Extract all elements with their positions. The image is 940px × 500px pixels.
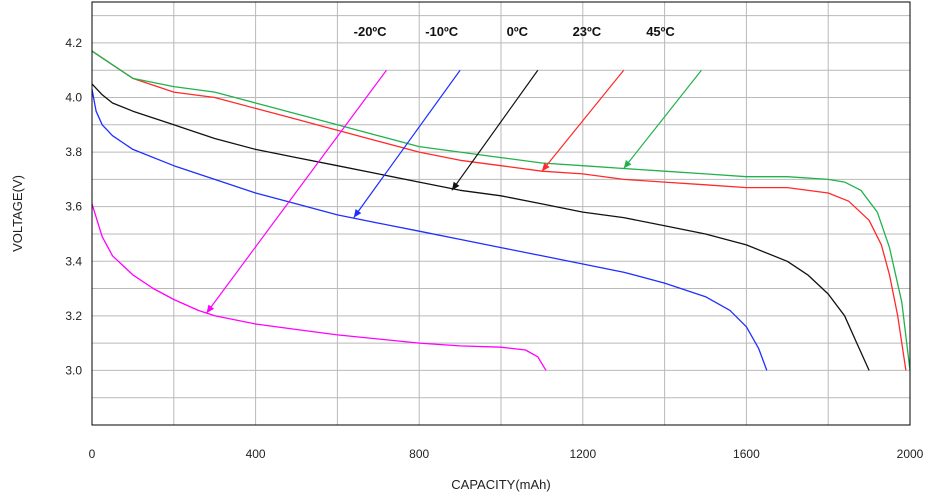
annotation-arrow-2 <box>451 69 539 191</box>
series-label-2: 0ºC <box>507 24 529 39</box>
y-tick-label: 3.4 <box>65 254 82 268</box>
annotation-arrowhead-4 <box>623 160 632 169</box>
y-tick-label: 4.0 <box>65 91 82 105</box>
x-axis-title: CAPACITY(mAh) <box>451 477 550 492</box>
series-layer <box>91 50 911 371</box>
annotation-layer: -20ºC -10ºC 0ºC 23ºC 45ºC <box>206 24 702 314</box>
series-label-0: -20ºC <box>354 24 388 39</box>
annotation-arrowhead-3 <box>541 162 550 172</box>
x-tick-label: 1200 <box>569 447 596 461</box>
annotation-arrowhead-0 <box>206 304 215 314</box>
y-tick-label: 3.2 <box>65 309 82 323</box>
y-tick-label: 3.8 <box>65 145 82 159</box>
series-line-4 <box>91 50 911 371</box>
annotation-arrowhead-2 <box>451 181 460 191</box>
x-tick-label: 800 <box>409 447 429 461</box>
series-line-2 <box>91 83 870 371</box>
annotation-arrow-1 <box>353 69 461 218</box>
annotation-arrow-3 <box>541 69 625 172</box>
series-label-1: -10ºC <box>425 24 459 39</box>
x-tick-label: 1600 <box>733 447 760 461</box>
y-axis-title: VOLTAGE(V) <box>10 175 25 252</box>
x-tick-label: 0 <box>89 447 96 461</box>
plot-frame <box>91 1 911 426</box>
series-label-4: 45ºC <box>646 24 675 39</box>
annotation-arrowhead-1 <box>353 209 362 218</box>
x-tick-label: 2000 <box>897 447 924 461</box>
series-line-1 <box>91 89 768 371</box>
annotation-arrow-4 <box>623 69 702 169</box>
annotation-arrow-0 <box>206 69 387 314</box>
tick-labels: 0 400 800 1200 1600 2000 3.0 3.2 3.4 3.6 3.8 4.0 4.2 <box>65 36 923 461</box>
series-line-0 <box>91 203 547 371</box>
series-line-3 <box>91 50 907 371</box>
y-tick-label: 4.2 <box>65 36 82 50</box>
y-tick-label: 3.0 <box>65 363 82 377</box>
series-label-3: 23ºC <box>573 24 602 39</box>
y-tick-label: 3.6 <box>65 200 82 214</box>
x-tick-label: 400 <box>246 447 266 461</box>
